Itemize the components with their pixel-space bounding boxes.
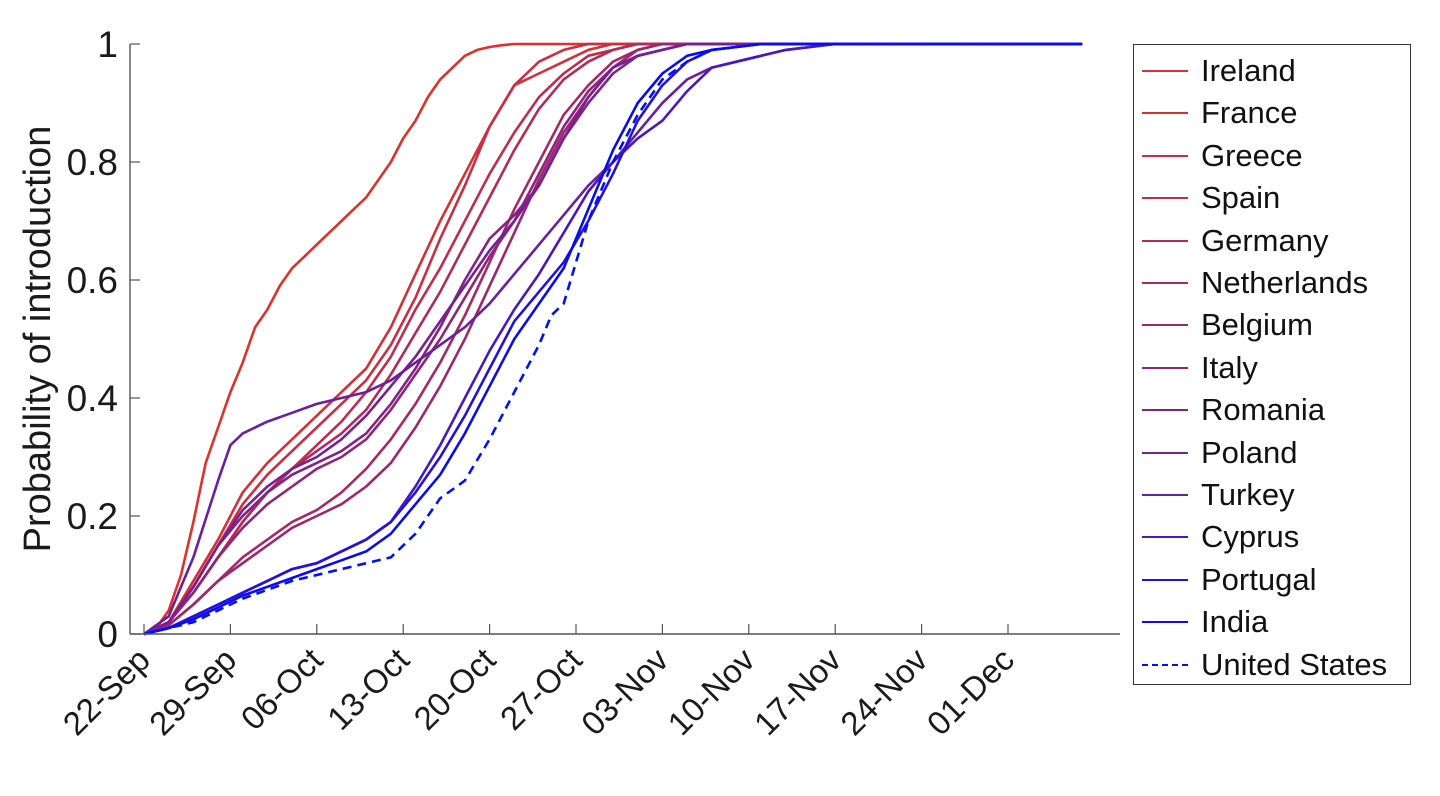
x-tick-label: 03-Nov [574,640,676,742]
y-tick-label: 0.4 [67,378,118,419]
legend-line-icon [1142,239,1188,242]
legend-item: Netherlands [1142,262,1368,304]
legend-item: Poland [1142,432,1298,474]
legend-item: France [1142,92,1297,134]
legend-item: Romania [1142,389,1325,431]
series-line-romania [143,42,1083,636]
legend-label: Belgium [1201,307,1313,343]
series-line-india [143,42,1083,636]
legend-item: Greece [1142,135,1303,177]
legend-label: Cyprus [1201,519,1300,555]
legend-item: Germany [1142,220,1328,262]
series-line-spain [143,42,1083,636]
x-tick-label: 27-Oct [493,641,589,737]
series-line-belgium [143,42,1083,636]
x-tick-label: 13-Oct [320,641,416,737]
x-tick-label: 17-Nov [747,640,849,742]
y-tick-label: 0.2 [67,496,118,537]
legend-label: Italy [1201,349,1258,385]
series-line-italy [143,42,1083,636]
legend-line-icon [1142,536,1188,539]
series-line-netherlands [143,42,1083,636]
series-layer [143,42,1083,636]
legend-line-icon [1142,282,1188,284]
legend-line-icon [1142,578,1188,581]
legend-line-icon [1142,324,1188,327]
legend-label: Ireland [1201,53,1296,88]
legend-line-icon [1142,451,1188,454]
legend-label: Spain [1201,180,1281,216]
x-tick-label: 29-Sep [142,641,243,742]
series-line-greece [143,42,1083,636]
x-tick-label: 24-Nov [833,640,935,742]
legend-line-icon [1142,112,1188,115]
legend-item: Cyprus [1142,516,1299,558]
series-line-poland [143,42,1083,636]
y-axis-ticks: 0 0.2 0.4 0.6 0.8 1 [67,24,140,655]
legend-item: Ireland [1142,50,1296,92]
legend-label: Portugal [1201,561,1317,597]
series-line-united-states [143,42,1083,636]
axes [129,44,1120,635]
series-line-turkey [143,42,1083,636]
legend-label: United States [1201,646,1388,682]
legend-item: Spain [1142,177,1280,219]
y-tick-label: 1 [97,24,118,65]
legend-line-icon [1142,366,1188,369]
legend-label: Germany [1201,222,1329,258]
legend-item: Portugal [1142,559,1316,601]
legend-line-icon [1142,409,1188,412]
x-tick-label: 22-Sep [56,641,157,742]
x-tick-label: 20-Oct [406,641,502,737]
series-line-cyprus [143,42,1083,636]
series-line-france [143,42,1083,636]
legend-item: United States [1142,644,1387,686]
x-axis-ticks: 22-Sep29-Sep06-Oct13-Oct20-Oct27-Oct03-N… [56,624,1021,742]
legend-line-icon [1142,70,1188,72]
legend-label: Romania [1201,392,1326,428]
legend-item: India [1142,601,1268,643]
legend-line-icon [1142,494,1188,496]
legend-item: Belgium [1142,304,1313,346]
legend-label: Turkey [1201,477,1295,512]
legend-line-icon [1142,197,1188,200]
y-tick-label: 0.6 [67,260,118,301]
legend-line-icon [1142,621,1188,624]
y-tick-label: 0 [97,614,118,655]
y-tick-label: 0.8 [67,142,118,183]
series-line-portugal [143,42,1083,636]
legend-item: Italy [1142,347,1258,389]
legend-label: Poland [1201,434,1298,470]
legend-label: India [1201,604,1269,640]
legend-line-icon [1142,154,1188,157]
legend-label: France [1201,95,1298,131]
x-tick-label: 06-Oct [234,641,330,737]
y-axis-label: Probability of introduction [17,126,59,553]
legend-label: Greece [1201,137,1303,173]
legend-line-icon [1142,663,1188,666]
legend-item: Turkey [1142,474,1295,516]
series-line-ireland [143,42,1083,636]
x-tick-label: 01-Dec [920,641,1021,742]
x-tick-label: 10-Nov [660,640,762,742]
legend: Ireland France Greece Spain Germany Netherlan… [1133,44,1411,685]
legend-label: Netherlands [1201,265,1369,300]
series-line-germany [143,42,1083,636]
